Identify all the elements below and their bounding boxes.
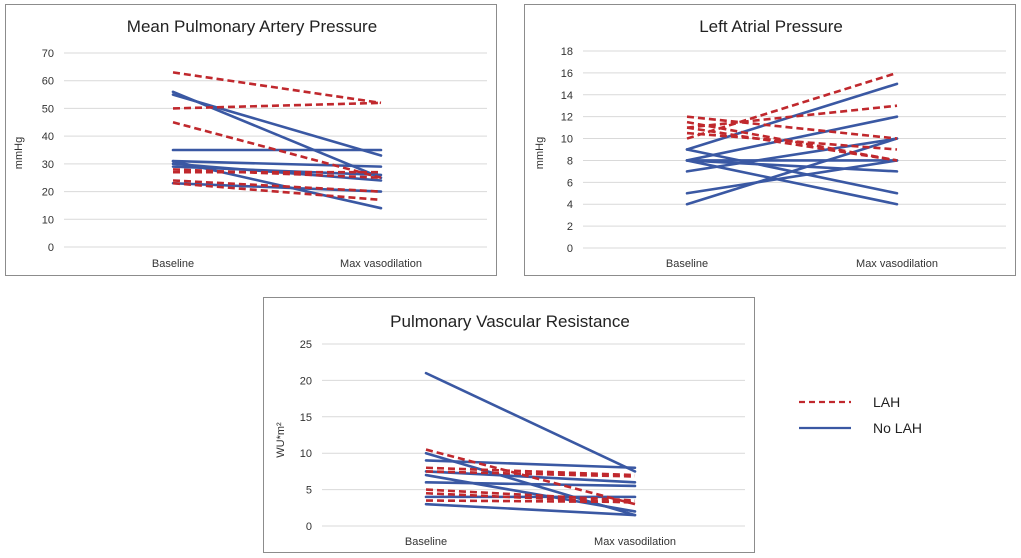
y-tick-label: 18 [561, 46, 573, 58]
chart-title: Left Atrial Pressure [699, 17, 843, 36]
series-line-no-lah [685, 115, 899, 162]
series-line-lah [686, 71, 898, 140]
y-tick-label: 15 [300, 412, 312, 424]
chart-title: Pulmonary Vascular Resistance [390, 312, 630, 331]
legend-lah-label: LAH [873, 394, 900, 410]
x-category-label: Max vasodilation [594, 536, 676, 548]
series-line-lah [686, 115, 898, 140]
series-line-no-lah [424, 371, 637, 473]
series-line-lah [425, 499, 636, 504]
series-line-lah [425, 466, 636, 477]
y-tick-label: 10 [561, 134, 573, 146]
series-line-no-lah [171, 90, 383, 180]
series-line-lah [172, 168, 382, 180]
series-line-no-lah [171, 159, 383, 210]
series-line-lah [425, 448, 636, 506]
series-line-lah [172, 121, 382, 179]
series-line-lah [172, 181, 382, 202]
series-line-no-lah [171, 181, 383, 193]
series-line-no-lah [424, 473, 637, 513]
y-tick-label: 14 [561, 90, 573, 102]
y-tick-label: 6 [567, 177, 573, 189]
y-tick-label: 0 [48, 242, 54, 254]
y-tick-label: 0 [567, 243, 573, 255]
lap-chart: Left Atrial Pressure 0 2 4 6 8 10 12 14 16 18 mmHg B… [534, 17, 1006, 270]
x-category-label: Max vasodilation [340, 258, 422, 270]
y-tick-label: 50 [42, 103, 54, 115]
y-tick-label: 2 [567, 221, 573, 233]
series-line-no-lah [685, 137, 899, 173]
series-line-lah [172, 71, 382, 105]
mpap-chart: Mean Pulmonary Artery Pressure 0 10 20 30 40 5… [13, 17, 487, 270]
y-tick-label: 70 [42, 48, 54, 60]
series-line-lah [172, 179, 382, 193]
y-tick-label: 40 [42, 131, 54, 143]
series-line-no-lah [171, 159, 383, 168]
series-line-no-lah [685, 159, 899, 195]
y-tick-label: 30 [42, 159, 54, 171]
series-line-lah [425, 470, 636, 478]
y-tick-label: 4 [567, 199, 573, 211]
y-axis-label: WU*m² [275, 422, 287, 458]
chart-title: Mean Pulmonary Artery Pressure [127, 17, 377, 36]
y-tick-label: 10 [300, 448, 312, 460]
y-tick-label: 5 [306, 485, 312, 497]
x-category-label: Max vasodilation [856, 258, 938, 270]
x-category-label: Baseline [666, 258, 708, 270]
y-tick-label: 12 [561, 112, 573, 124]
series-line-lah [686, 104, 898, 129]
series-line-no-lah [685, 159, 899, 173]
chart-panel-lap: Left Atrial Pressure 0 2 4 6 8 10 12 14 16 18 mmHg B… [524, 4, 1016, 276]
y-tick-label: 20 [42, 187, 54, 199]
x-category-label: Baseline [152, 258, 194, 270]
y-axis-label: mmHg [13, 137, 25, 169]
series-line-lah [172, 101, 382, 110]
pvr-chart: Pulmonary Vascular Resistance 0 5 10 15 20 25 W… [275, 312, 745, 548]
series-line-no-lah [424, 502, 637, 517]
series-line-no-lah [424, 481, 637, 488]
legend: LAH No LAH [799, 394, 922, 436]
legend-no-lah-label: No LAH [873, 420, 922, 436]
series-line-lah [425, 488, 636, 502]
y-tick-label: 0 [306, 521, 312, 533]
y-tick-label: 8 [567, 155, 573, 167]
y-tick-label: 10 [42, 214, 54, 226]
series-line-lah [425, 491, 636, 505]
y-tick-label: 25 [300, 339, 312, 351]
series-line-no-lah [424, 459, 637, 470]
x-category-label: Baseline [405, 536, 447, 548]
series-line-no-lah [685, 159, 899, 206]
chart-panel-mpap: Mean Pulmonary Artery Pressure 0 10 20 30 40 5… [5, 4, 497, 276]
y-tick-label: 20 [300, 375, 312, 387]
y-tick-label: 16 [561, 68, 573, 80]
series-line-lah [686, 126, 898, 162]
y-tick-label: 60 [42, 76, 54, 88]
chart-panel-pvr: Pulmonary Vascular Resistance 0 5 10 15 20 25 W… [263, 297, 755, 553]
series-line-no-lah [685, 137, 899, 206]
y-axis-label: mmHg [534, 137, 546, 169]
series-line-lah [686, 131, 898, 151]
series-line-no-lah [171, 93, 383, 157]
